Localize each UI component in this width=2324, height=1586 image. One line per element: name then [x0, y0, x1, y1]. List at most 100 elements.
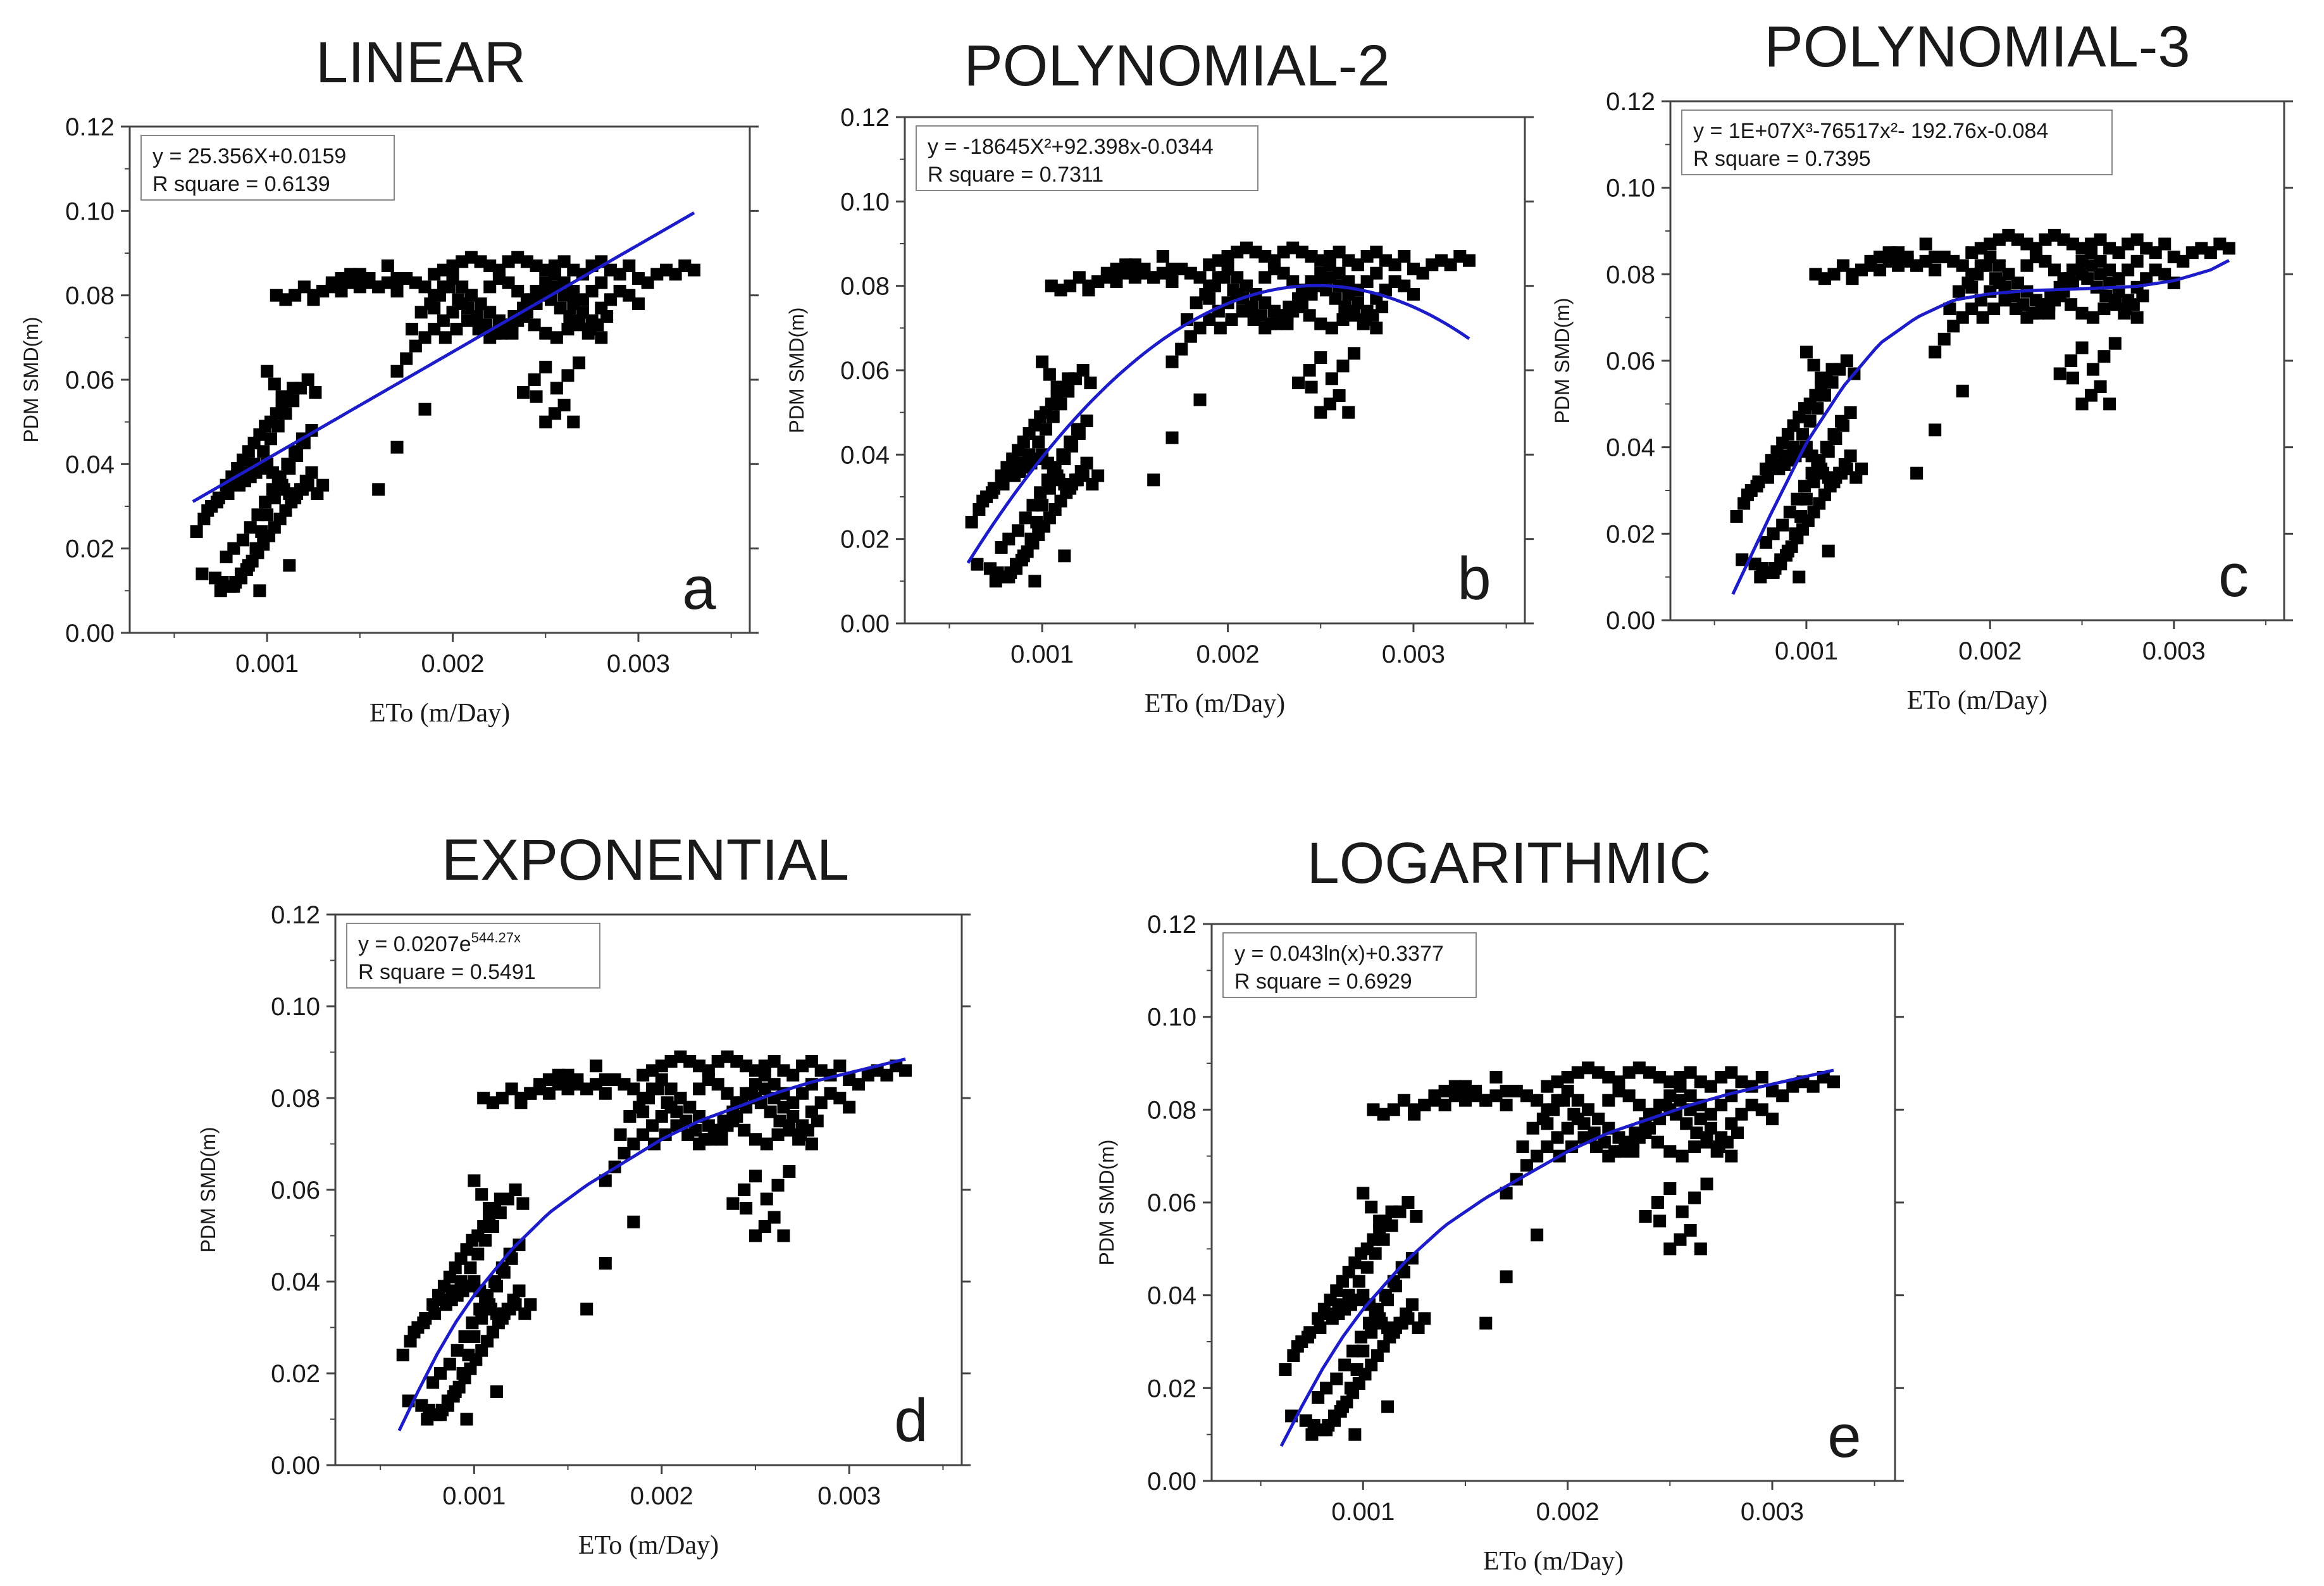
data-point — [1704, 1080, 1717, 1093]
data-point — [1358, 313, 1372, 326]
data-point — [1783, 506, 1796, 519]
data-point — [309, 386, 322, 399]
fit-curve — [1731, 259, 2230, 596]
data-point — [1408, 1108, 1421, 1121]
data-point — [1479, 1094, 1493, 1107]
y-tick-label: 0.02 — [840, 526, 890, 554]
data-point — [1694, 1242, 1707, 1256]
data-point — [590, 1059, 603, 1073]
data-point — [1479, 1316, 1493, 1330]
data-point — [1755, 1103, 1768, 1116]
y-tick-label: 0.10 — [65, 197, 115, 225]
data-point — [561, 1082, 575, 1096]
x-axis-label: ETo (m/Day) — [370, 699, 510, 728]
data-point — [1011, 524, 1024, 537]
legend-r-square: R square = 0.5491 — [358, 960, 536, 984]
data-point — [2097, 350, 2111, 363]
data-point — [1571, 1066, 1584, 1079]
data-point — [1314, 1321, 1327, 1334]
data-point — [438, 331, 452, 344]
data-point — [517, 386, 530, 399]
data-point — [1510, 1085, 1523, 1097]
y-tick-label: 0.10 — [1147, 1004, 1196, 1032]
data-point — [506, 327, 519, 340]
data-point — [1577, 1131, 1591, 1144]
data-point — [1410, 1210, 1423, 1223]
data-point — [1789, 527, 1802, 540]
data-point — [1581, 1061, 1594, 1075]
chart-title: LOGARITHMIC — [1307, 831, 1712, 896]
data-point — [1730, 510, 1743, 523]
data-point — [573, 356, 586, 370]
data-point — [1602, 1094, 1615, 1107]
data-point — [242, 559, 255, 572]
data-point — [2031, 306, 2044, 320]
y-tick-label: 0.10 — [271, 993, 320, 1021]
data-point — [462, 1349, 475, 1361]
data-point — [1322, 1308, 1335, 1320]
data-point — [1489, 1071, 1503, 1083]
data-point — [1054, 397, 1067, 411]
data-point — [481, 1289, 494, 1302]
y-tick-label: 0.04 — [840, 441, 890, 469]
data-point — [1956, 384, 1969, 397]
data-point — [1592, 1066, 1605, 1079]
data-point — [1700, 1131, 1713, 1144]
data-point — [1589, 1140, 1603, 1153]
data-point — [683, 1101, 697, 1114]
legend-r-square: R square = 0.7395 — [1693, 147, 1871, 171]
data-point — [1028, 575, 1041, 588]
data-point — [1030, 516, 1043, 528]
data-point — [1803, 415, 1817, 428]
data-point — [1084, 377, 1097, 389]
legend-equation: y = 0.043ln(x)+0.3377 — [1234, 942, 1444, 966]
data-point — [1700, 1177, 1713, 1190]
data-point — [557, 399, 571, 411]
y-tick-label: 0.08 — [840, 273, 890, 301]
data-point — [1355, 1330, 1368, 1344]
data-point — [1614, 1145, 1627, 1158]
data-point — [1022, 448, 1036, 461]
x-tick-label: 0.001 — [1775, 637, 1838, 665]
data-point — [726, 1115, 740, 1128]
data-point — [767, 1211, 781, 1224]
data-point — [1776, 1089, 1789, 1102]
data-point — [1674, 1080, 1687, 1093]
data-point — [1765, 1085, 1779, 1097]
data-point — [513, 1284, 526, 1297]
y-axis-label: PDM SMD(m) — [1551, 297, 1574, 423]
legend-box — [140, 135, 395, 201]
data-point — [1799, 346, 1813, 359]
data-point — [1291, 1340, 1304, 1353]
data-point — [251, 508, 264, 521]
data-point — [1526, 1121, 1539, 1135]
data-point — [1919, 237, 1932, 251]
data-point — [1690, 1127, 1703, 1139]
data-point — [1632, 1099, 1646, 1111]
data-point — [1036, 355, 1049, 368]
legend-r-square: R square = 0.6929 — [1234, 970, 1412, 994]
data-point — [1379, 1289, 1392, 1302]
data-point — [738, 1183, 751, 1196]
data-point — [196, 567, 209, 580]
data-point — [2053, 367, 2066, 380]
data-point — [1561, 1085, 1574, 1097]
x-tick-label: 0.003 — [1741, 1498, 1804, 1526]
data-point — [1385, 1219, 1398, 1232]
data-point — [1377, 1233, 1390, 1246]
data-point — [1688, 1140, 1701, 1153]
chart-panel-c: POLYNOMIAL-3 0.00 0.02 0.04 0.06 0.08 0.10 0.12… — [1551, 15, 2293, 715]
data-point — [2020, 311, 2034, 324]
data-point — [418, 403, 432, 416]
data-point — [1362, 1316, 1376, 1330]
data-point — [1026, 499, 1040, 512]
data-point — [1943, 303, 1956, 315]
data-point — [580, 1302, 593, 1316]
data-point — [740, 1202, 753, 1214]
data-point — [289, 445, 302, 458]
data-point — [1301, 1330, 1314, 1344]
y-tick-label: 0.12 — [1147, 911, 1196, 939]
x-axis-label: ETo (m/Day) — [1145, 689, 1285, 718]
data-point — [524, 1298, 537, 1311]
data-point — [2130, 311, 2144, 324]
